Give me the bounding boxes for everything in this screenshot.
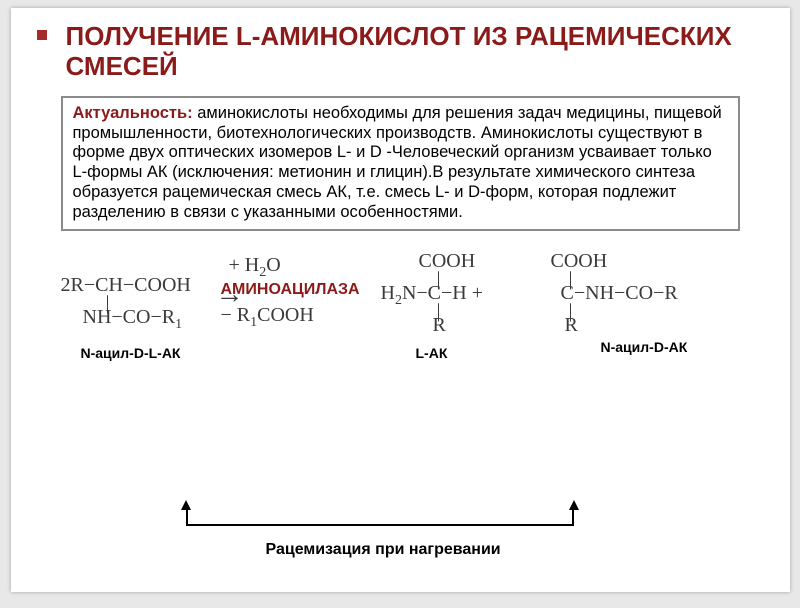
reactant-line1: 2R−CH−COOH — [61, 275, 191, 295]
reactant-line2: NH−CO−R1 — [83, 307, 183, 332]
relevance-box: Актуальность: аминокислоты необходимы дл… — [61, 96, 740, 231]
label-reactant: N-ацил-D-L-АК — [81, 345, 181, 361]
reaction-scheme: 2R−CH−COOH | NH−CO−R1 + H2O АМИНОАЦИЛАЗА… — [61, 245, 740, 385]
slide-title: ПОЛУЧЕНИЕ L-АМИНОКИСЛОТ ИЗ РАЦЕМИЧЕСКИХ … — [11, 8, 790, 88]
prod1-top: COOH — [419, 251, 476, 271]
label-prod1: L-АК — [416, 345, 448, 361]
cond-bottom: − R1COOH — [221, 305, 314, 330]
prod1-bot: R — [433, 315, 446, 335]
prod2-mid: C−NH−CO−R — [561, 283, 678, 303]
reactant-sub: 1 — [175, 317, 182, 332]
racemization-caption: Рацемизация при нагревании — [266, 541, 501, 559]
reactant-line2-text: NH−CO−R — [83, 306, 176, 328]
cond-top: + H2O — [229, 255, 281, 280]
return-arrow-head-left — [181, 500, 191, 510]
label-prod2: N-ацил-D-АК — [601, 339, 688, 355]
slide: ПОЛУЧЕНИЕ L-АМИНОКИСЛОТ ИЗ РАЦЕМИЧЕСКИХ … — [11, 8, 790, 592]
return-arrow-line — [186, 508, 574, 526]
relevance-label: Актуальность: — [73, 104, 193, 122]
prod2-top: COOH — [551, 251, 608, 271]
bullet-marker — [37, 30, 47, 40]
prod1-mid: H2N−C−H + — [381, 283, 484, 308]
return-arrow-head-right — [569, 500, 579, 510]
prod2-bot: R — [565, 315, 578, 335]
